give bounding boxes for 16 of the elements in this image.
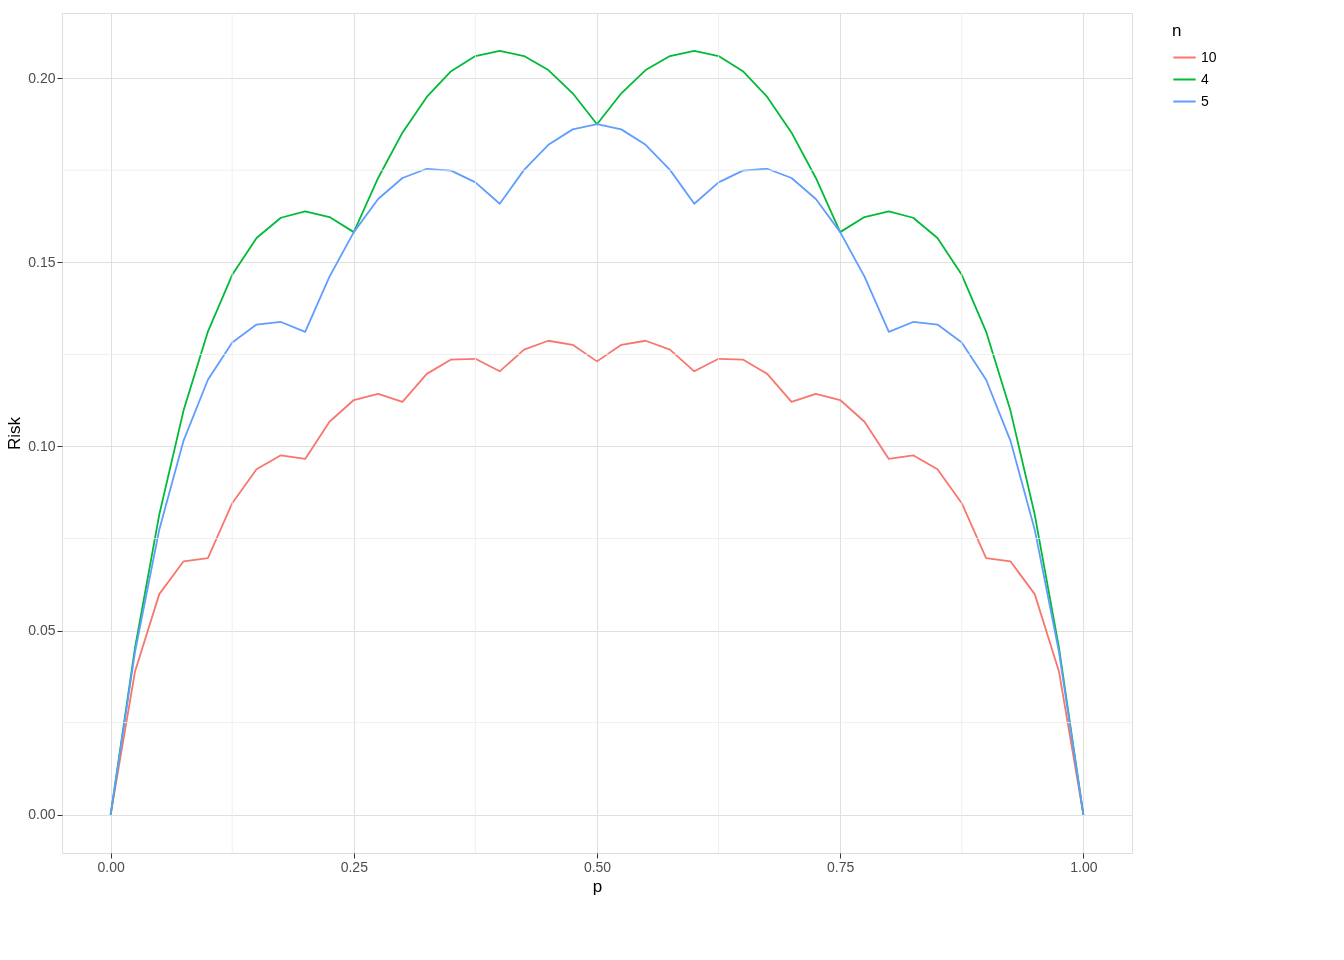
legend-label: 10: [1201, 48, 1217, 65]
y-tick-label: 0.10: [28, 437, 56, 454]
y-tick-label: 0.15: [28, 253, 56, 270]
legend-label: 5: [1201, 92, 1209, 109]
y-tick-label: 0.05: [28, 622, 56, 639]
x-tick-label: 1.00: [1070, 858, 1098, 875]
x-axis-title: p: [592, 876, 603, 896]
legend-label: 4: [1201, 70, 1209, 87]
y-tick-label: 0.00: [28, 806, 56, 823]
y-axis-title: Risk: [5, 416, 25, 451]
legend-title: n: [1172, 21, 1182, 40]
x-tick-label: 0.50: [583, 858, 612, 875]
x-tick-label: 0.00: [97, 858, 125, 875]
x-tick-label: 0.75: [827, 858, 855, 875]
x-tick-label: 0.25: [340, 858, 369, 875]
y-tick-label: 0.20: [28, 69, 56, 86]
